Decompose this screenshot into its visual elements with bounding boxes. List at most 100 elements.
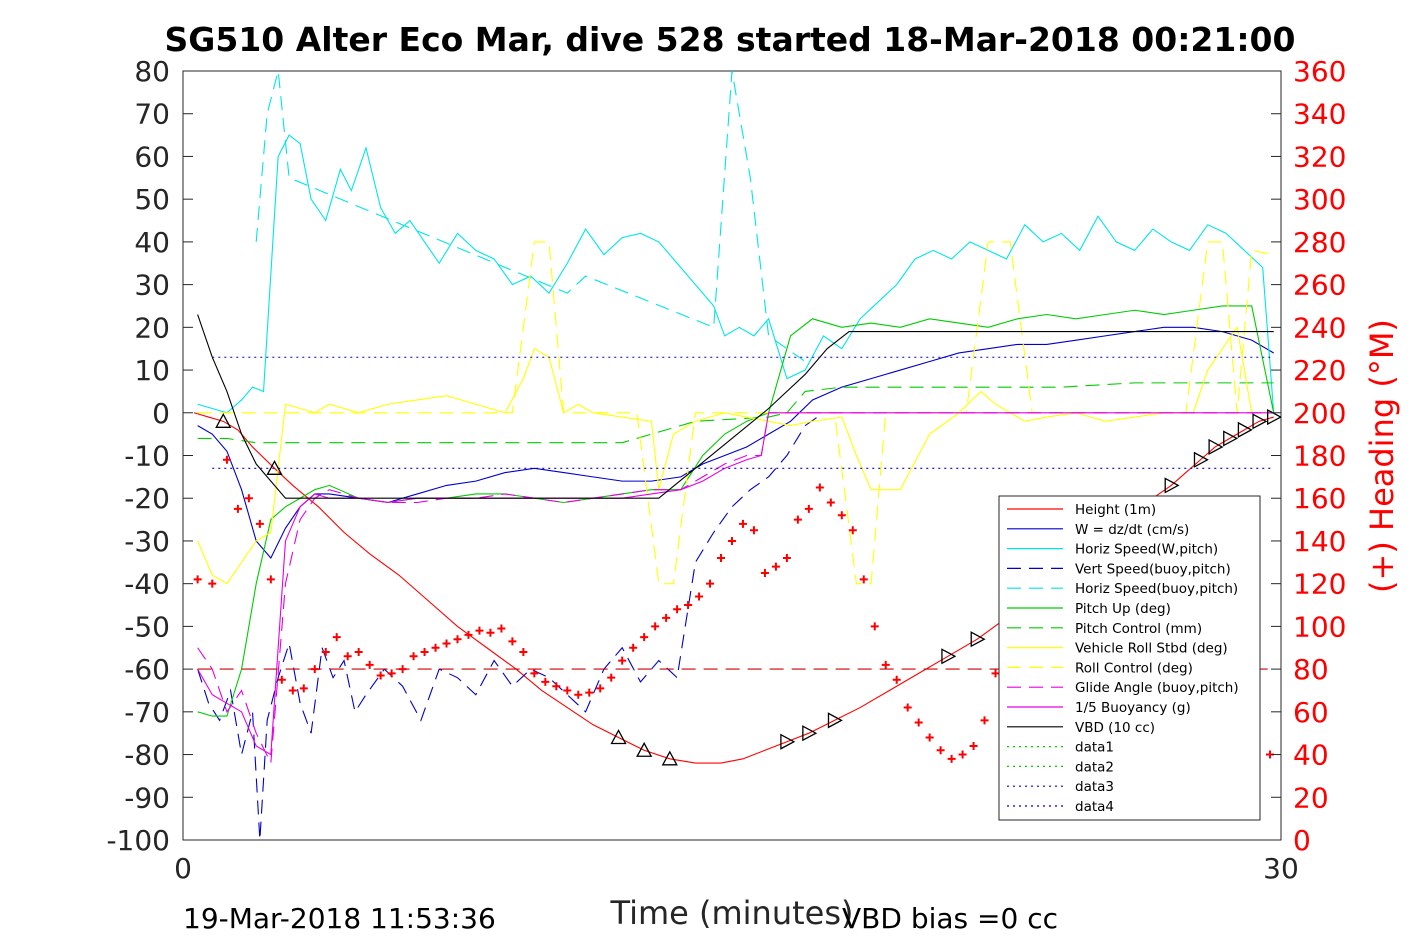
- heading-point: [936, 746, 945, 755]
- triangle-marker: [827, 712, 843, 729]
- y-axis-right-label: (+) Heading (°M): [1363, 319, 1401, 593]
- heading-point: [442, 639, 451, 648]
- legend-label: W = dz/dt (cm/s): [1075, 522, 1189, 538]
- heading-point: [870, 622, 879, 631]
- right-tick-label: 340: [1293, 98, 1346, 131]
- legend-label: VBD (10 cc): [1075, 720, 1155, 736]
- triangle-marker: [941, 648, 957, 665]
- heading-point: [662, 613, 671, 622]
- left-tick-label: 10: [134, 354, 170, 387]
- left-tick-label: 80: [134, 55, 170, 88]
- triangle-marker: [1237, 421, 1253, 438]
- heading-point: [651, 622, 660, 631]
- legend-label: 1/5 Buoyancy (g): [1075, 700, 1191, 716]
- x-axis-label: Time (minutes): [610, 894, 854, 932]
- heading-point: [497, 624, 506, 633]
- heading-point: [464, 630, 473, 639]
- heading-point: [332, 633, 341, 642]
- triangle-marker: [1267, 408, 1281, 426]
- heading-point: [738, 519, 747, 528]
- heading-point: [684, 601, 693, 610]
- heading-point: [321, 648, 330, 657]
- triangle-marker: [661, 750, 678, 766]
- heading-point: [607, 673, 616, 682]
- left-tick-label: -100: [106, 824, 170, 857]
- right-tick-label: 300: [1293, 183, 1346, 216]
- heading-point: [859, 575, 868, 584]
- heading-point: [365, 660, 374, 669]
- left-tick-label: 70: [134, 98, 170, 131]
- left-tick-label: -20: [124, 482, 170, 515]
- heading-point: [343, 652, 352, 661]
- right-tick-label: 0: [1293, 824, 1311, 857]
- heading-point: [969, 742, 978, 751]
- left-tick-label: -10: [124, 440, 170, 473]
- triangle-marker: [636, 741, 653, 757]
- right-tick-label: 200: [1293, 397, 1346, 430]
- left-tick-label: 50: [134, 183, 170, 216]
- heading-point: [420, 648, 429, 657]
- left-tick-label: -90: [124, 781, 170, 814]
- heading-point: [387, 669, 396, 678]
- left-tick-label: 30: [134, 269, 170, 302]
- series-line-4: [197, 412, 824, 840]
- heading-point: [804, 504, 813, 513]
- triangle-marker: [970, 631, 986, 648]
- heading-point: [193, 575, 202, 584]
- heading-point: [717, 554, 726, 563]
- heading-point: [848, 526, 857, 535]
- legend-label: data4: [1075, 799, 1114, 815]
- left-tick-label: -30: [124, 525, 170, 558]
- heading-point: [980, 716, 989, 725]
- heading-point: [453, 635, 462, 644]
- legend-label: data1: [1075, 740, 1114, 756]
- heading-point: [552, 682, 561, 691]
- heading-point: [475, 626, 484, 635]
- right-tick-label: 120: [1293, 568, 1346, 601]
- right-tick-label: 80: [1293, 653, 1329, 686]
- legend-label: Roll Control (deg): [1075, 660, 1193, 676]
- series-line-6: [197, 305, 1275, 717]
- legend-label: Vert Speed(buoy,pitch): [1075, 561, 1231, 577]
- heading-point: [695, 592, 704, 601]
- heading-point: [585, 688, 594, 697]
- right-tick-label: 140: [1293, 525, 1346, 558]
- legend-label: Glide Angle (buoy,pitch): [1075, 680, 1239, 696]
- left-tick-label: -60: [124, 653, 170, 686]
- legend-label: data2: [1075, 759, 1114, 775]
- heading-point: [903, 703, 912, 712]
- right-tick-label: 160: [1293, 482, 1346, 515]
- heading-point: [782, 554, 791, 563]
- right-tick-label: 280: [1293, 226, 1346, 259]
- heading-point: [299, 684, 308, 693]
- footer-timestamp: 19-Mar-2018 11:53:36: [183, 902, 496, 935]
- heading-point: [958, 750, 967, 759]
- heading-point: [749, 526, 758, 535]
- heading-point: [222, 455, 231, 464]
- legend-label: Height (1m): [1075, 502, 1156, 518]
- right-tick-label: 240: [1293, 311, 1346, 344]
- legend-label: Vehicle Roll Stbd (deg): [1075, 641, 1228, 657]
- heading-point: [508, 637, 517, 646]
- triangle-marker: [780, 733, 796, 750]
- left-y-axis: 80 70 60 50 40 30 20 10 0 -10 -20 -30 -40 -50 -60 -70 -8…: [106, 55, 1281, 857]
- legend-label: Horiz Speed(W,pitch): [1075, 542, 1218, 558]
- heading-point: [255, 519, 264, 528]
- triangle-marker: [610, 729, 627, 745]
- series-line-8: [197, 325, 1274, 585]
- legend: Height (1m) W = dz/dt (cm/s) Horiz Speed(W…: [998, 495, 1261, 821]
- legend-label: Pitch Control (mm): [1075, 621, 1202, 637]
- heading-point: [354, 648, 363, 657]
- heading-point: [574, 690, 583, 699]
- heading-point: [208, 579, 217, 588]
- legend-label: Horiz Speed(buoy,pitch): [1075, 581, 1238, 597]
- right-tick-label: 100: [1293, 610, 1346, 643]
- right-tick-label: 40: [1293, 739, 1329, 772]
- right-tick-label: 20: [1293, 781, 1329, 814]
- heading-point: [244, 494, 253, 503]
- left-tick-label: 20: [134, 311, 170, 344]
- heading-point: [815, 483, 824, 492]
- heading-point: [431, 643, 440, 652]
- triangle-marker: [1252, 413, 1268, 430]
